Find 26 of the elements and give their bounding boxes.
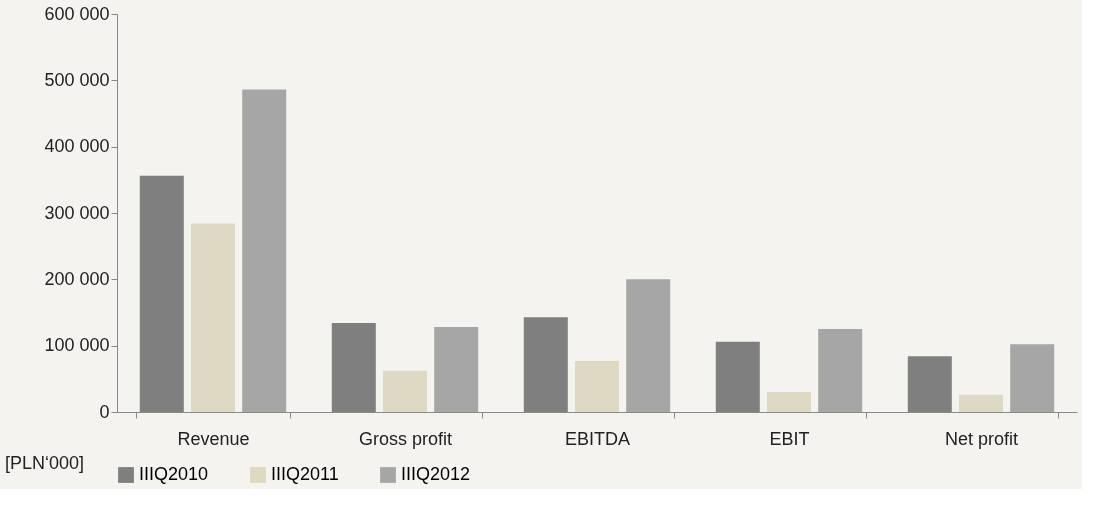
x-tick-label: Net profit <box>944 428 1019 449</box>
y-tick-label: 400 000 <box>44 136 110 157</box>
bar <box>434 327 479 412</box>
bar <box>191 223 235 412</box>
bar <box>959 394 1003 412</box>
bar <box>575 360 619 412</box>
y-tick-label: 500 000 <box>44 69 110 90</box>
y-tick-label: 300 000 <box>44 202 110 223</box>
y-tick-label: 100 000 <box>44 335 110 356</box>
y-tick-label: 0 <box>99 401 110 422</box>
bar <box>626 279 671 412</box>
x-tick-label: EBITDA <box>564 428 631 449</box>
y-tick-label: 200 000 <box>44 268 110 289</box>
legend-label: IIIQ2012 <box>401 464 471 484</box>
x-tick-label: Revenue <box>177 428 250 449</box>
x-tick-label: EBIT <box>769 428 810 449</box>
bar <box>383 370 427 412</box>
bar <box>818 329 863 412</box>
y-tick-label: 600 000 <box>44 3 110 24</box>
bar <box>767 392 811 412</box>
bar <box>1010 344 1055 412</box>
bar <box>242 89 287 412</box>
text: [PLN‘000] <box>5 453 85 473</box>
legend-label: IIIQ2010 <box>139 464 209 484</box>
x-tick-label: Gross profit <box>358 428 453 449</box>
legend-label: IIIQ2011 <box>271 464 339 484</box>
